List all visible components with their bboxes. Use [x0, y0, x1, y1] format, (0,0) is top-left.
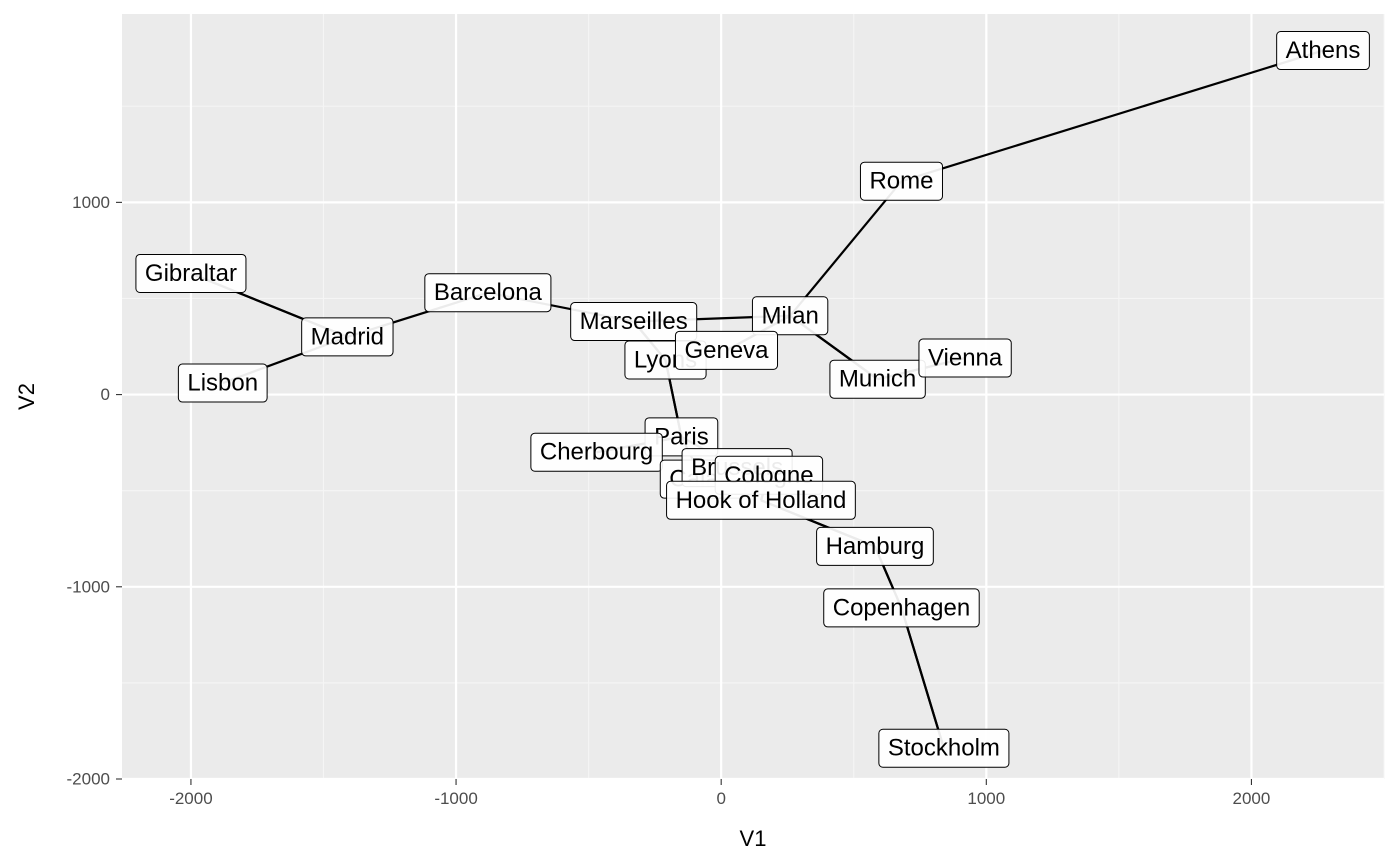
city-label-box [1276, 31, 1370, 71]
city-label-box [751, 296, 829, 336]
y-tick-label: -2000 [67, 770, 110, 789]
city-label: Lisbon [177, 363, 268, 403]
y-tick-label: -1000 [67, 577, 110, 596]
x-tick-label: 1000 [967, 789, 1005, 808]
city-label: Gibraltar [135, 253, 247, 293]
path-segment [900, 607, 945, 749]
city-label-text: Gibraltar [145, 260, 237, 287]
city-label-text: Hook of Holland [676, 487, 847, 514]
city-label-text: Marseilles [580, 308, 688, 335]
city-label-box [829, 359, 926, 399]
city-label-box [135, 253, 247, 293]
city-label: Barcelona [424, 273, 552, 313]
city-label-text: Munich [839, 366, 916, 393]
city-label-box [823, 588, 980, 628]
city-label: Geneva [674, 330, 779, 370]
city-label: Hook of Holland [666, 480, 856, 520]
city-label-box [674, 330, 779, 370]
y-axis: -2000 -1000 0 1000 [67, 193, 122, 789]
city-label-box [301, 317, 394, 357]
city-label: Rome [859, 161, 943, 201]
city-label-text: Hamburg [826, 533, 925, 560]
city-label-box [177, 363, 268, 403]
city-label-text: Stockholm [888, 735, 1000, 762]
plot-panel [122, 14, 1384, 779]
city-label-text: Athens [1286, 37, 1361, 64]
city-label-text: Milan [761, 302, 818, 329]
city-label-box [918, 338, 1012, 378]
y-tick-label: 1000 [72, 193, 110, 212]
major-grid [122, 14, 1384, 781]
x-axis: -2000 -1000 0 1000 2000 [169, 779, 1270, 808]
city-label: Milan [751, 296, 829, 336]
city-label-text: Madrid [311, 323, 384, 350]
city-label-box [859, 161, 943, 201]
city-label: Marseilles [570, 302, 698, 342]
city-label-box [666, 480, 856, 520]
city-label: Cherbourg [530, 432, 663, 472]
city-label-text: Cherbourg [540, 439, 653, 466]
x-tick-label: -2000 [169, 789, 212, 808]
city-label-text: Copenhagen [833, 594, 970, 621]
city-labels: Lisbon Madrid Gibraltar Barcelona Marseilles… [135, 31, 1370, 768]
city-label: Copenhagen [823, 588, 980, 628]
x-tick-label: 2000 [1233, 789, 1271, 808]
city-label-text: Lisbon [187, 370, 258, 397]
city-label-text: Barcelona [434, 279, 543, 306]
city-label-box [424, 273, 552, 313]
city-label-box [878, 728, 1010, 768]
y-tick-label: 0 [101, 385, 110, 404]
city-label: Stockholm [878, 728, 1010, 768]
city-label: Madrid [301, 317, 394, 357]
city-label: Munich [829, 359, 926, 399]
city-label-text: Rome [869, 168, 933, 195]
path-segment [901, 49, 1324, 183]
city-label-box [816, 526, 934, 566]
city-label-box [530, 432, 663, 472]
city-label: Hamburg [816, 526, 934, 566]
city-label: Vienna [918, 338, 1012, 378]
x-tick-label: -1000 [434, 789, 477, 808]
city-label-text: Vienna [928, 345, 1003, 372]
path-segment [789, 180, 903, 317]
x-axis-title: V1 [740, 826, 767, 851]
city-label-text: Geneva [684, 337, 769, 364]
x-tick-label: 0 [716, 789, 725, 808]
city-label: Paris [644, 417, 719, 457]
city-label-text: Paris [654, 423, 709, 450]
y-axis-title: V2 [14, 383, 39, 410]
city-label: Athens [1276, 31, 1370, 71]
